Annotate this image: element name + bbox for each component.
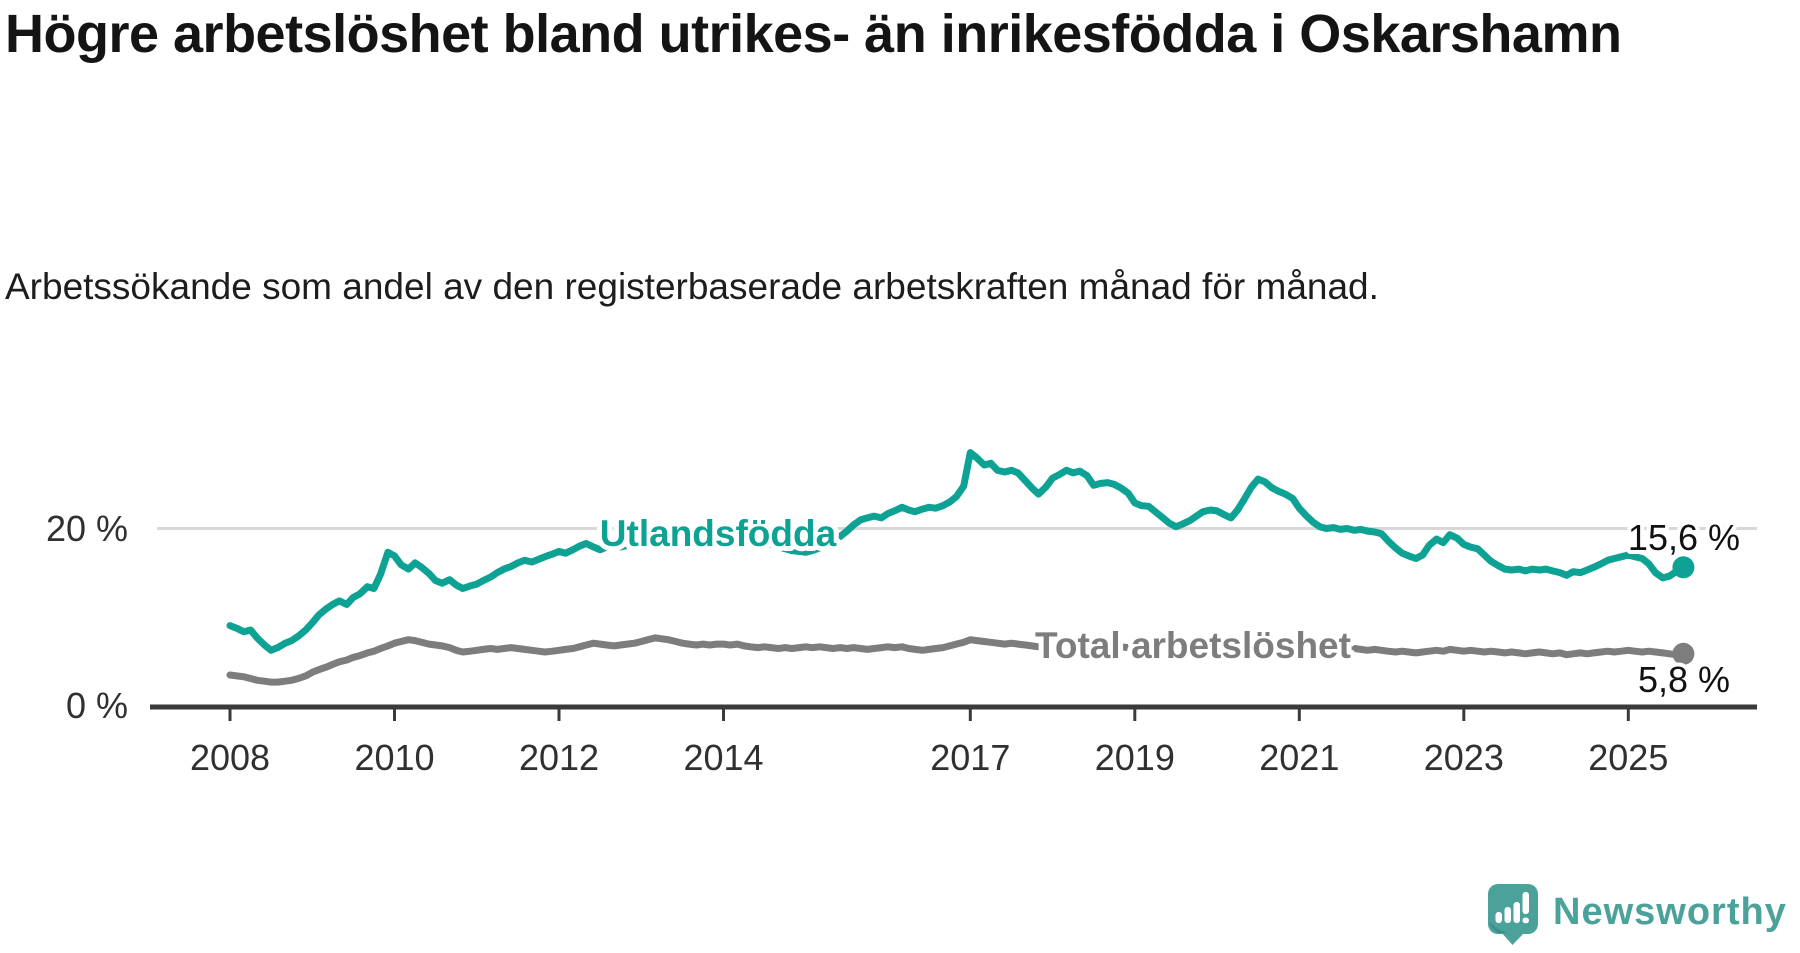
series-line-utlandsfodda	[226, 449, 1687, 654]
series-layer	[226, 449, 1695, 686]
chart-subtitle: Arbetssökande som andel av den registerb…	[5, 266, 1379, 307]
series-label-utlandsfodda: Utlandsfödda	[600, 513, 837, 554]
end-value-label-total: 5,8 %	[1638, 659, 1730, 700]
y-tick-label-0: 0 %	[66, 685, 128, 726]
x-tick-label-2014: 2014	[683, 737, 763, 778]
newsworthy-logo: Newsworthy	[1488, 884, 1787, 945]
x-tick-label-2008: 2008	[190, 737, 270, 778]
series-label-total-arbetsloshet: Total arbetslöshet	[1035, 625, 1351, 666]
x-tick-label-2023: 2023	[1424, 737, 1504, 778]
x-tick-label-2025: 2025	[1588, 737, 1668, 778]
x-tick-label-2012: 2012	[519, 737, 599, 778]
x-tick-label-2019: 2019	[1095, 737, 1175, 778]
x-axis-ticks: 2008 2010 2012 2014 2017 2019 2021 2023 2025	[190, 707, 1668, 778]
y-tick-label-20: 20 %	[46, 508, 128, 549]
x-tick-label-2010: 2010	[354, 737, 434, 778]
x-tick-label-2021: 2021	[1259, 737, 1339, 778]
newsworthy-wordmark: Newsworthy	[1553, 890, 1787, 933]
newsworthy-speech-bubble-chart-icon	[1488, 884, 1538, 945]
series-end-dot-utlandsfodda	[1672, 556, 1695, 579]
page-title: Högre arbetslöshet bland utrikes- än inr…	[5, 4, 1622, 64]
x-tick-label-2017: 2017	[930, 737, 1010, 778]
series-line-total	[226, 634, 1687, 686]
end-value-label-utlandsfodda: 15,6 %	[1628, 517, 1740, 558]
series-end-dot-total	[1672, 642, 1695, 665]
